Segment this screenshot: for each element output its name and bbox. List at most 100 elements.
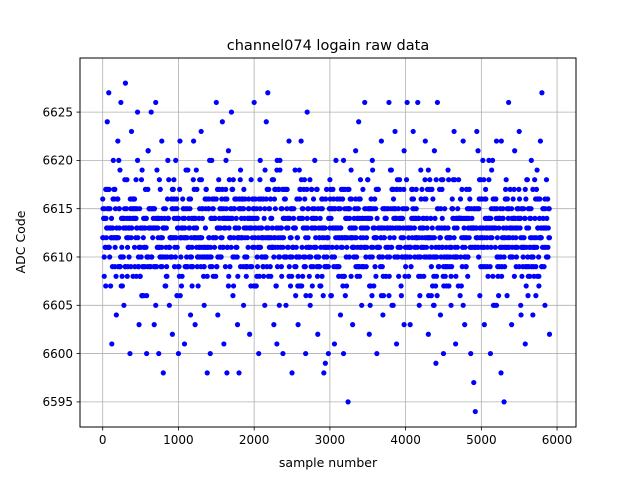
data-point (354, 254, 359, 259)
data-point (518, 312, 523, 317)
data-point (139, 177, 144, 182)
data-point (200, 216, 205, 221)
data-point (230, 293, 235, 298)
data-point (323, 196, 328, 201)
data-point (443, 274, 448, 279)
data-point (100, 196, 105, 201)
data-point (178, 293, 183, 298)
data-point (358, 235, 363, 240)
x-tick-label: 4000 (390, 433, 421, 447)
data-point (386, 100, 391, 105)
data-point (356, 119, 361, 124)
data-point (131, 196, 136, 201)
data-point (215, 312, 220, 317)
data-point (362, 100, 367, 105)
data-point (547, 206, 552, 211)
data-point (411, 129, 416, 134)
data-point (294, 196, 299, 201)
data-point (430, 196, 435, 201)
data-point (312, 158, 317, 163)
data-point (175, 245, 180, 250)
data-point (316, 254, 321, 259)
data-point (188, 196, 193, 201)
data-point (102, 274, 107, 279)
data-point (330, 187, 335, 192)
data-point (519, 274, 524, 279)
data-point (262, 303, 267, 308)
data-point (532, 216, 537, 221)
data-point (404, 206, 409, 211)
data-point (253, 216, 258, 221)
data-point (452, 177, 457, 182)
data-point (401, 235, 406, 240)
data-point (322, 254, 327, 259)
data-point (281, 235, 286, 240)
data-point (398, 245, 403, 250)
data-point (429, 187, 434, 192)
y-tick-label: 6615 (42, 202, 73, 216)
data-point (150, 235, 155, 240)
data-point (244, 254, 249, 259)
data-point (361, 264, 366, 269)
data-point (238, 167, 243, 172)
data-point (231, 283, 236, 288)
data-point (541, 264, 546, 269)
data-point (241, 303, 246, 308)
data-point (321, 293, 326, 298)
data-point (304, 187, 309, 192)
data-point (451, 235, 456, 240)
x-axis-label: sample number (279, 455, 378, 470)
data-point (450, 196, 455, 201)
data-point (444, 245, 449, 250)
data-point (418, 167, 423, 172)
data-point (358, 177, 363, 182)
data-point (495, 235, 500, 240)
data-point (214, 196, 219, 201)
data-point (102, 254, 107, 259)
data-point (523, 187, 528, 192)
data-point (490, 274, 495, 279)
data-point (185, 167, 190, 172)
data-point (199, 129, 204, 134)
data-point (241, 206, 246, 211)
data-point (174, 196, 179, 201)
data-point (166, 177, 171, 182)
data-point (364, 245, 369, 250)
data-point (179, 283, 184, 288)
data-point (249, 177, 254, 182)
data-point (291, 206, 296, 211)
data-point (485, 274, 490, 279)
data-point (389, 245, 394, 250)
data-point (440, 216, 445, 221)
data-point (191, 177, 196, 182)
data-point (338, 225, 343, 230)
data-point (209, 264, 214, 269)
data-point (129, 129, 134, 134)
data-point (365, 177, 370, 182)
data-point (297, 167, 302, 172)
data-point (323, 361, 328, 366)
data-point (544, 177, 549, 182)
data-point (235, 254, 240, 259)
data-point (523, 341, 528, 346)
data-point (521, 235, 526, 240)
data-point (433, 283, 438, 288)
data-point (545, 245, 550, 250)
y-tick-label: 6620 (42, 154, 73, 168)
data-point (333, 158, 338, 163)
data-point (313, 245, 318, 250)
data-point (188, 312, 193, 317)
data-point (289, 370, 294, 375)
y-tick-label: 6625 (42, 105, 73, 119)
data-point (189, 254, 194, 259)
data-point (399, 293, 404, 298)
data-point (465, 254, 470, 259)
data-point (234, 216, 239, 221)
data-point (280, 245, 285, 250)
data-point (249, 264, 254, 269)
data-point (263, 254, 268, 259)
data-point (427, 177, 432, 182)
data-point (303, 264, 308, 269)
data-point (280, 351, 285, 356)
data-point (125, 245, 130, 250)
